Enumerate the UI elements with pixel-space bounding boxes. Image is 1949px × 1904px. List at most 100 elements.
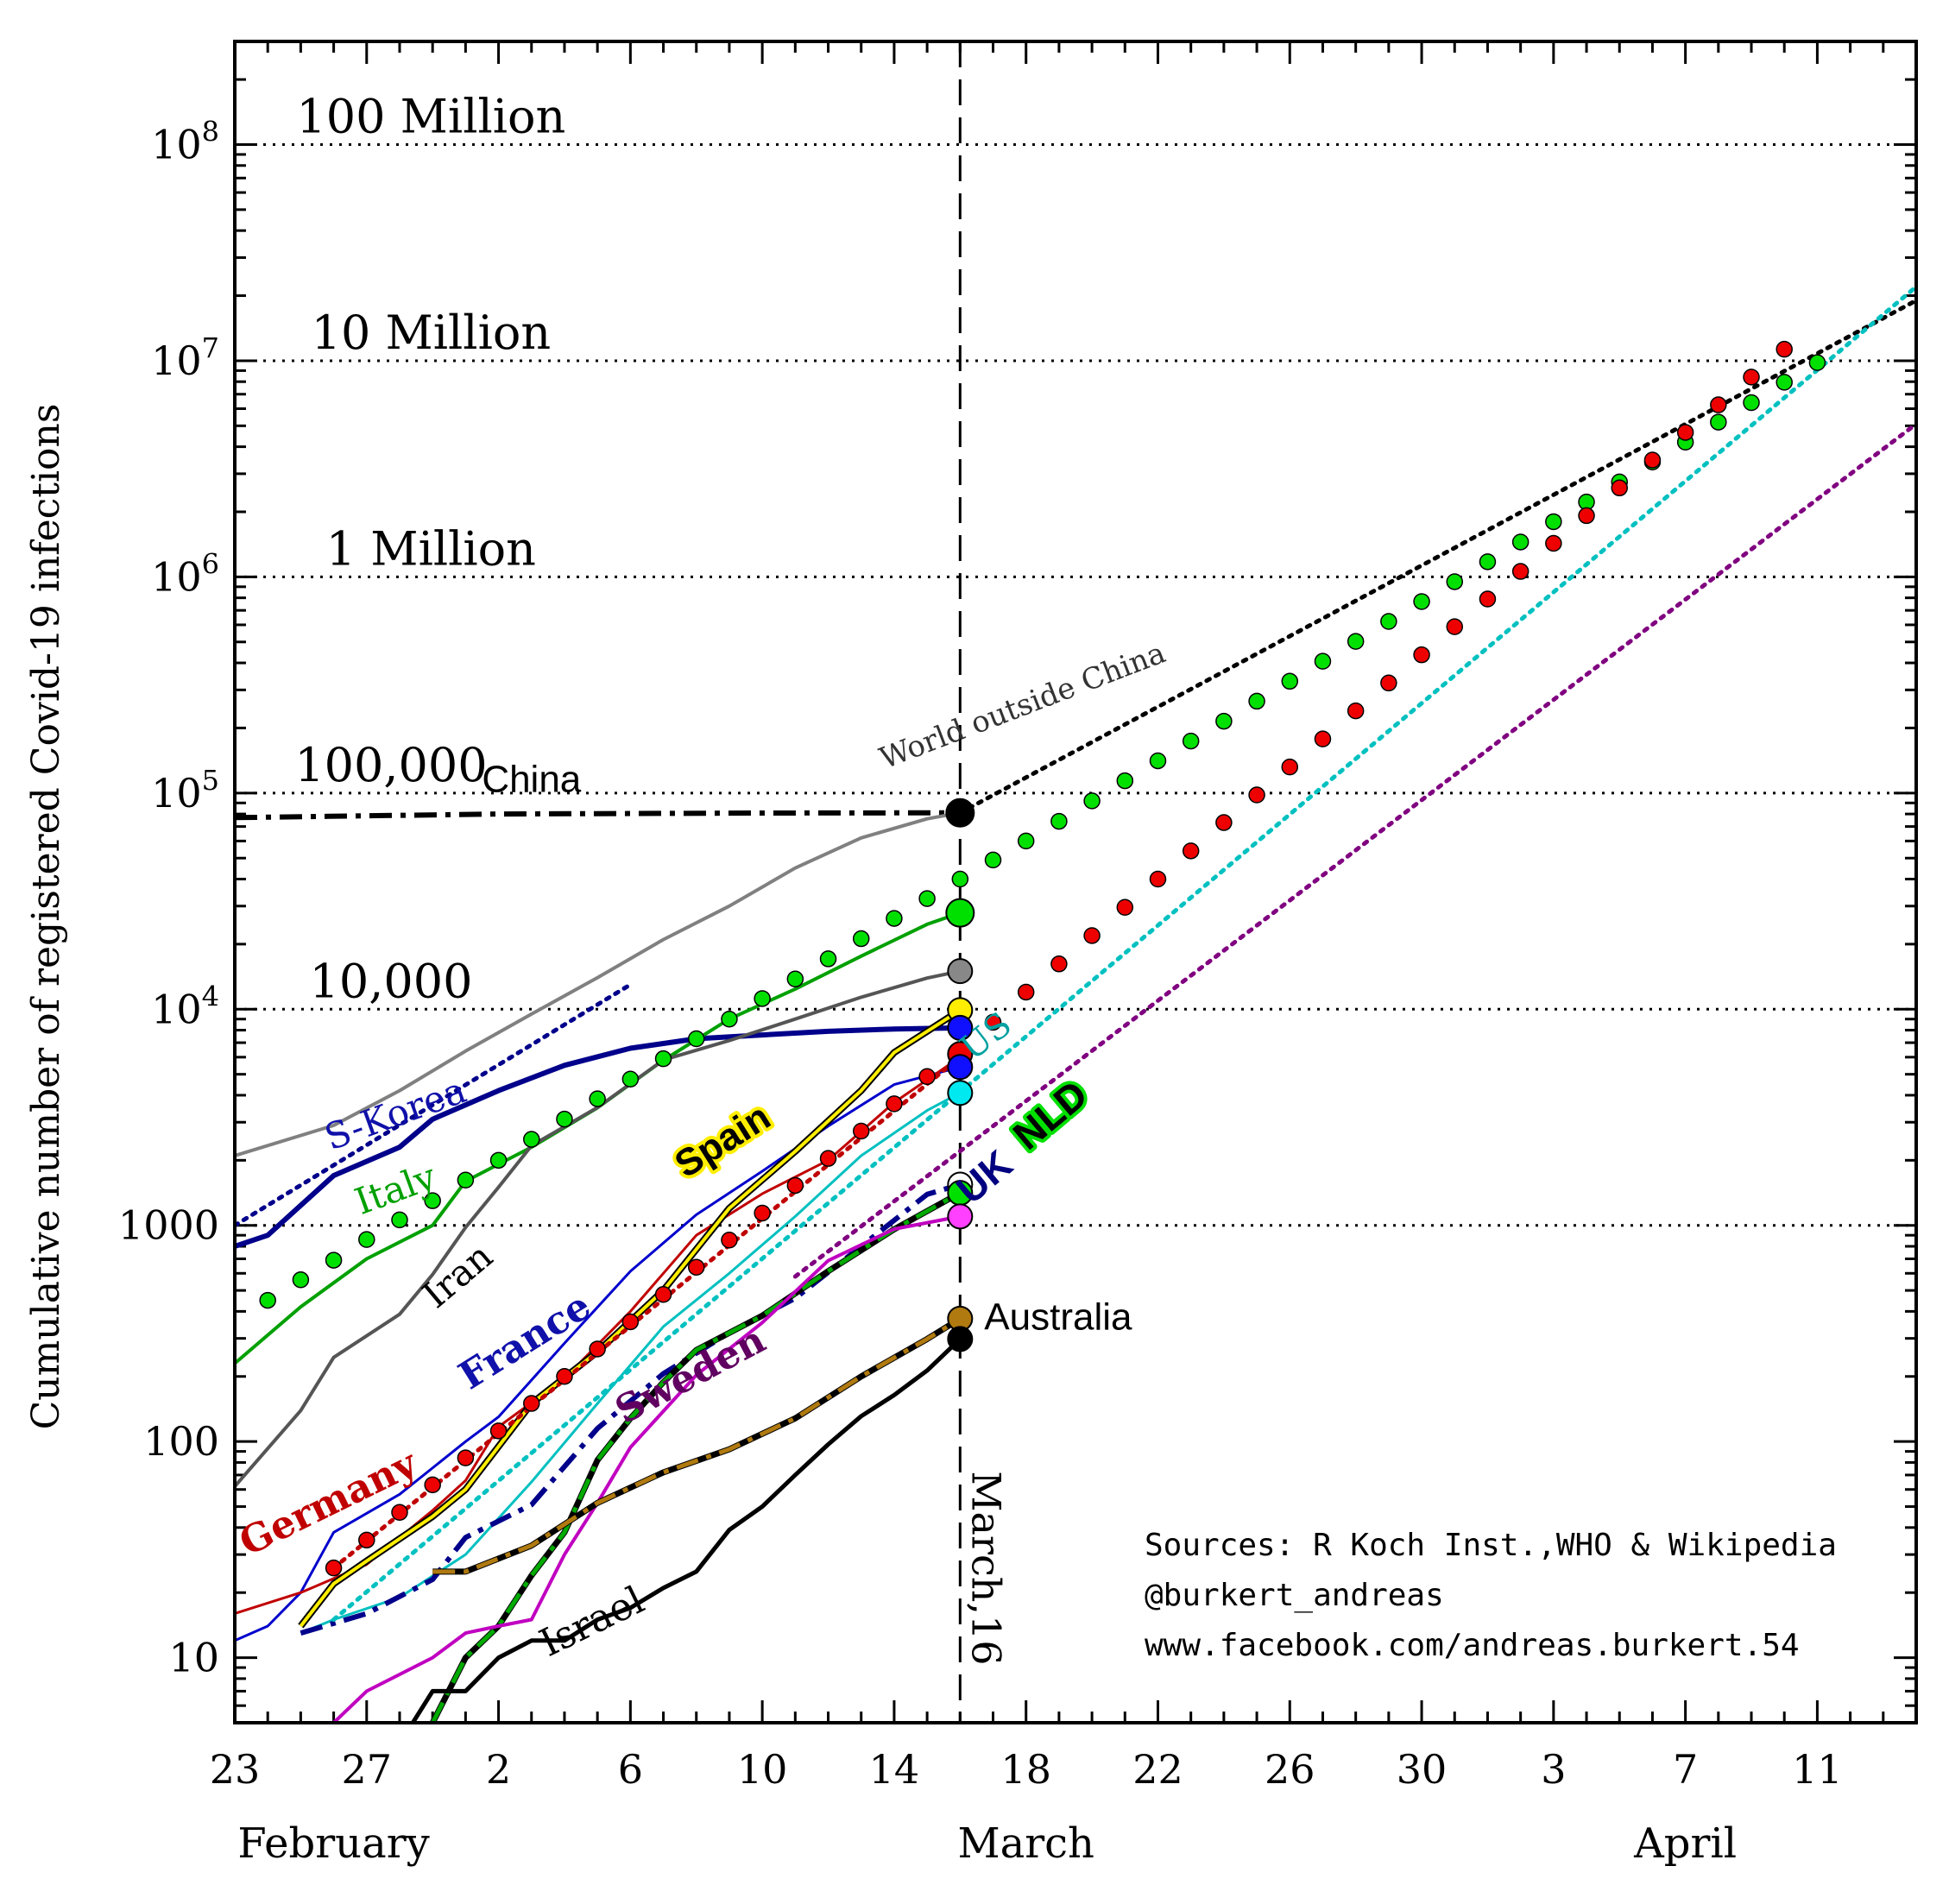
series-line-s-korea xyxy=(235,1025,961,1249)
dot-germany xyxy=(1314,730,1332,747)
dot-italy xyxy=(1808,354,1826,371)
dot-italy xyxy=(1149,752,1167,770)
axis-ticks xyxy=(233,40,1918,1724)
x-tick-label: 18 xyxy=(1000,1746,1051,1793)
dot-germany xyxy=(786,1176,804,1195)
dot-germany xyxy=(358,1531,375,1549)
dot-italy xyxy=(951,870,969,888)
dot-germany xyxy=(391,1504,408,1522)
level-label: 100 Million xyxy=(296,89,565,143)
dot-italy xyxy=(489,1151,508,1170)
dot-germany xyxy=(1413,646,1430,664)
dot-italy xyxy=(721,1010,738,1028)
dot-germany xyxy=(1050,955,1068,973)
y-tick-label: 1000 xyxy=(118,1202,219,1249)
dot-germany xyxy=(1479,590,1497,608)
dot-germany xyxy=(1710,396,1727,413)
month-label-february: February xyxy=(237,1819,429,1868)
dot-germany xyxy=(1776,340,1793,358)
marker-iran xyxy=(947,958,974,985)
series-line-world-outside-china xyxy=(235,810,961,1157)
dot-germany xyxy=(325,1559,343,1577)
dot-germany xyxy=(1545,534,1562,552)
y-tick-label: 100 xyxy=(143,1418,219,1465)
dot-italy xyxy=(325,1251,343,1269)
dot-germany xyxy=(1116,898,1134,916)
dot-germany xyxy=(1248,786,1265,804)
dot-germany xyxy=(1643,451,1662,469)
marker-italy xyxy=(945,898,975,928)
x-tick-label: 27 xyxy=(342,1746,393,1793)
dot-italy xyxy=(391,1211,408,1229)
sources-line: Sources: R Koch Inst.,WHO & Wikipedia xyxy=(1145,1528,1837,1563)
dot-italy xyxy=(786,970,804,987)
dot-germany xyxy=(754,1204,771,1222)
dot-germany xyxy=(589,1340,606,1358)
dot-italy xyxy=(523,1131,540,1148)
dot-italy xyxy=(1776,374,1793,391)
y-tick-label: 107 xyxy=(151,331,219,384)
dot-germany xyxy=(852,1122,870,1140)
dot-italy xyxy=(1248,692,1265,710)
dot-italy xyxy=(819,950,837,968)
annotation-israel: Israel xyxy=(533,1578,651,1666)
dot-italy xyxy=(259,1291,276,1309)
extrapolation-us xyxy=(331,284,1916,1623)
annotation-sweden: Sweden xyxy=(609,1318,773,1433)
dot-germany xyxy=(621,1313,640,1331)
x-tick-label: 7 xyxy=(1673,1746,1698,1793)
series-line-israel xyxy=(410,1337,962,1723)
level-label: 100,000 xyxy=(294,738,487,792)
dot-italy xyxy=(457,1171,475,1188)
dot-germany xyxy=(556,1368,573,1385)
marker-us xyxy=(947,1080,974,1106)
dot-series xyxy=(259,340,1826,1577)
plot-frame xyxy=(233,40,1918,1724)
dot-italy xyxy=(1347,633,1365,650)
series-line-sweden xyxy=(332,1214,961,1723)
today-label: March,16 xyxy=(962,1471,1009,1665)
dot-italy xyxy=(1545,513,1562,531)
dot-italy xyxy=(886,910,903,927)
dot-italy xyxy=(1479,553,1497,571)
dot-italy xyxy=(754,990,771,1007)
dot-germany xyxy=(1511,563,1530,580)
marker-s-korea xyxy=(947,1014,974,1041)
dot-italy xyxy=(1710,413,1727,431)
extrapolation-world-outside-china xyxy=(957,298,1916,816)
dot-germany xyxy=(523,1395,540,1412)
level-label: 10,000 xyxy=(310,954,473,1008)
month-label-april: April xyxy=(1633,1819,1737,1868)
month-label-march: March xyxy=(957,1819,1094,1868)
sources-line: @burkert_andreas xyxy=(1145,1578,1444,1613)
dot-germany xyxy=(687,1258,705,1277)
y-axis-title: Cumulative number of registered Covid-19… xyxy=(24,404,68,1430)
dot-germany xyxy=(819,1150,837,1167)
annotation-s-korea: S-Korea xyxy=(319,1069,472,1158)
y-tick-label: 104 xyxy=(151,980,219,1032)
dot-italy xyxy=(292,1271,310,1289)
dot-italy xyxy=(1281,672,1299,690)
series-line-iran xyxy=(235,969,961,1488)
dot-germany xyxy=(984,1013,1002,1031)
dot-italy xyxy=(1380,613,1397,630)
grid-lines xyxy=(235,41,1916,1723)
y-tick-label: 108 xyxy=(151,115,219,167)
dot-italy xyxy=(654,1050,672,1068)
annotation-china: China xyxy=(482,759,581,801)
dot-germany xyxy=(1380,674,1397,692)
series-line-china xyxy=(235,810,961,821)
x-tick-label: 30 xyxy=(1397,1746,1448,1793)
annotation-iran: Iran xyxy=(414,1234,500,1316)
dot-germany xyxy=(1676,424,1694,441)
extrapolation-s-korea xyxy=(235,982,633,1228)
dot-italy xyxy=(918,890,936,907)
dot-italy xyxy=(1743,394,1760,412)
marker-israel xyxy=(947,1326,974,1352)
dot-italy xyxy=(1050,812,1068,830)
series-line-australia xyxy=(432,1316,962,1574)
dot-italy xyxy=(1511,533,1530,551)
dot-italy xyxy=(984,851,1002,869)
marker-sweden xyxy=(947,1203,974,1230)
x-tick-label: 22 xyxy=(1132,1746,1183,1793)
